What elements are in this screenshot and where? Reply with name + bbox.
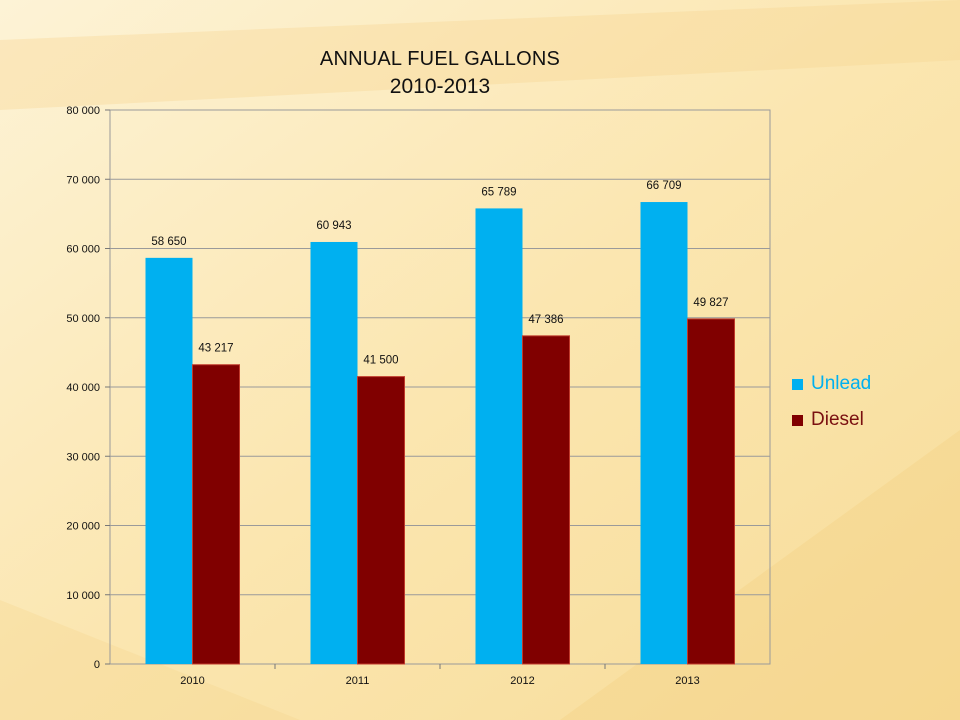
chart-legend: Unlead Diesel <box>792 366 871 438</box>
bar-unlead <box>475 208 523 664</box>
chart-title: ANNUAL FUEL GALLONS 2010-2013 <box>110 48 770 99</box>
y-tick-label: 10 000 <box>66 590 100 602</box>
legend-swatch-unlead <box>792 378 803 390</box>
x-tick-label: 2013 <box>675 675 699 687</box>
y-tick-label: 70 000 <box>66 174 100 186</box>
data-label-diesel: 41 500 <box>363 355 398 367</box>
data-label-unlead: 66 709 <box>646 180 681 192</box>
chart-title-text: ANNUAL FUEL GALLONS <box>319 48 561 70</box>
bar-diesel <box>192 364 240 665</box>
bar-unlead <box>145 257 193 664</box>
y-tick-label: 20 000 <box>66 521 100 533</box>
y-tick-label: 30 000 <box>66 451 100 463</box>
chart-subtitle: 2010-2013 <box>389 75 491 98</box>
data-label-diesel: 43 217 <box>198 343 233 355</box>
y-tick-label: 40 000 <box>66 382 100 394</box>
bar-diesel <box>687 318 735 665</box>
data-label-unlead: 60 943 <box>316 220 351 232</box>
data-label-diesel: 49 827 <box>693 297 728 309</box>
x-tick-label: 2011 <box>346 675 370 687</box>
legend-label-diesel: Diesel <box>811 409 864 430</box>
y-tick-label: 60 000 <box>66 244 100 256</box>
data-label-diesel: 47 386 <box>528 314 563 326</box>
legend-label-unlead: Unlead <box>811 373 872 394</box>
y-tick-label: 0 <box>94 659 100 671</box>
bar-diesel <box>357 376 405 665</box>
y-tick-label: 80 000 <box>66 105 100 117</box>
x-tick-label: 2012 <box>510 675 534 687</box>
bar-unlead <box>640 202 688 665</box>
plot-area: 0 10 000 20 000 30 000 40 000 50 000 60 000 70 … <box>66 105 771 687</box>
y-tick-label: 50 000 <box>66 313 100 325</box>
legend-item-diesel: Diesel <box>792 402 871 438</box>
legend-item-unlead: Unlead <box>792 366 871 402</box>
data-label-unlead: 58 650 <box>151 236 186 248</box>
bar-unlead <box>310 241 358 664</box>
bar-diesel <box>522 335 570 665</box>
x-tick-label: 2010 <box>180 675 204 687</box>
data-label-unlead: 65 789 <box>481 186 516 198</box>
legend-swatch-diesel <box>792 414 803 426</box>
